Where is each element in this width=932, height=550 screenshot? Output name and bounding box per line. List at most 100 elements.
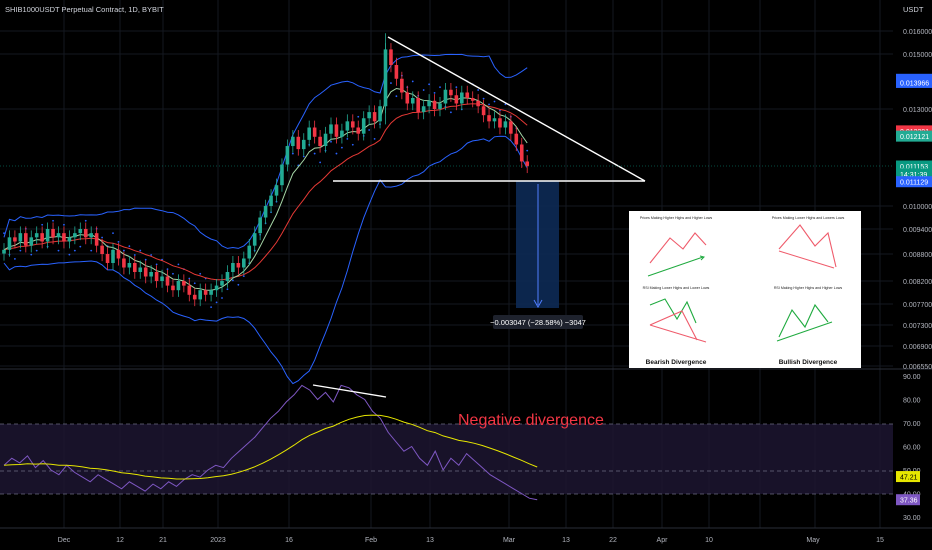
candle-body: [73, 233, 77, 238]
candle-body: [252, 233, 257, 246]
candle-body: [40, 233, 44, 242]
candle-body: [176, 281, 181, 291]
inset-rsi-trend-up: [776, 321, 833, 342]
sar-dot: [439, 86, 441, 89]
candle-body: [509, 121, 513, 134]
time-axis[interactable]: Dec 12 21 2023 16 Feb 13 Mar 13 22 Apr 10 May 15: [58, 537, 884, 544]
candle-body: [111, 249, 115, 263]
candle-body: [62, 233, 66, 242]
candle-body: [378, 106, 382, 122]
sar-dot: [177, 263, 180, 266]
price-tick-label: 0.008200: [903, 279, 932, 286]
candle-body: [171, 285, 175, 291]
price-tick-label: 0.013000: [903, 107, 932, 114]
sar-dot: [57, 249, 60, 252]
candle-body: [187, 285, 192, 295]
time-tick-label: 13: [426, 537, 434, 544]
rsi-tag-label: 47.21: [900, 475, 918, 482]
rsi-tick-label: 70.00: [903, 421, 921, 428]
inset-price-trend-up: [647, 256, 704, 277]
candle-body: [318, 136, 322, 147]
rsi-axis[interactable]: 90.0080.0070.0060.0050.0040.0030.0047.21…: [896, 374, 921, 522]
sar-dot: [215, 301, 218, 304]
sar-dot: [526, 149, 529, 152]
divergence-inset: Prices Making Higher Highs and Higher Lo…: [629, 211, 861, 368]
price-tag-bg: [896, 76, 932, 88]
candle-body: [487, 115, 491, 122]
time-tick-label: 21: [159, 537, 167, 544]
candles: [2, 33, 529, 307]
candle-body: [78, 229, 83, 234]
sar-dot: [193, 282, 196, 285]
candle-body: [105, 254, 110, 263]
candle-body: [367, 112, 371, 119]
time-tick-label: Dec: [58, 537, 71, 544]
candle-body: [394, 65, 399, 79]
candle-body: [465, 92, 470, 98]
sar-dot: [357, 115, 360, 118]
candle-body: [291, 136, 295, 147]
inset-rsi-hh: [778, 303, 829, 338]
sar-dot: [368, 129, 371, 131]
candle-body: [122, 258, 126, 268]
sar-dot: [232, 279, 234, 282]
candle-body: [427, 100, 431, 107]
sar-dot: [504, 103, 507, 106]
time-tick-label: 16: [285, 537, 293, 544]
rsi-band: [0, 424, 893, 494]
inset-price-ll: [778, 224, 837, 268]
rsi-tick-label: 90.00: [903, 374, 921, 381]
sar-dot: [52, 219, 54, 222]
sar-dot: [313, 152, 316, 155]
candle-body: [100, 245, 104, 254]
candle-body: [329, 124, 333, 134]
price-axis[interactable]: 0.016000 0.015000 0.013000 0.010000 0.009400…: [896, 29, 932, 371]
inset-rsi-lh: [649, 298, 697, 324]
candle-body: [13, 237, 17, 242]
inset-price-hh: [649, 232, 707, 264]
sar-dot: [133, 254, 136, 256]
sar-dot: [373, 137, 376, 140]
candle-body: [209, 290, 213, 295]
candle-body: [236, 263, 241, 268]
candle-body: [416, 98, 420, 113]
rsi-tick-label: 80.00: [903, 398, 921, 405]
candle-body: [45, 229, 50, 242]
sar-dot: [221, 297, 223, 299]
price-tag-label: 0.012121: [900, 134, 929, 141]
candle-body: [361, 118, 366, 134]
sar-dot: [172, 272, 174, 275]
candle-body: [432, 100, 437, 109]
sar-dot: [117, 240, 120, 243]
sar-dot: [395, 95, 398, 98]
rsi-divergence-line[interactable]: [312, 384, 387, 398]
candle-body: [274, 185, 279, 196]
candle-body: [214, 285, 219, 291]
price-tick-label: 0.009400: [903, 227, 932, 234]
sar-dot: [3, 232, 5, 235]
candle-body: [334, 124, 339, 137]
annotation-negative-divergence: Negative divergence: [458, 412, 604, 429]
rsi-tag-bg: [896, 471, 920, 483]
sar-dot: [101, 236, 103, 239]
candle-body: [220, 281, 224, 286]
candle-body: [2, 249, 6, 254]
sar-dot: [35, 249, 38, 252]
candle-body: [476, 100, 480, 107]
candle-body: [56, 233, 61, 238]
sar-dot: [477, 89, 480, 91]
candle-body: [138, 267, 143, 272]
price-tag-bg: [896, 160, 932, 172]
candle-body: [133, 263, 137, 272]
sar-dot: [291, 152, 294, 155]
candle-body: [449, 89, 453, 96]
rsi-tag-bg: [896, 494, 920, 506]
price-tick-label: 0.007300: [903, 323, 932, 330]
sar-dot: [411, 80, 414, 83]
candle-body: [51, 229, 55, 238]
candle-body: [83, 229, 88, 238]
triangle-upper-line[interactable]: [387, 36, 646, 182]
sar-dot: [112, 232, 114, 235]
rsi-tag-label: 37.36: [900, 498, 918, 505]
